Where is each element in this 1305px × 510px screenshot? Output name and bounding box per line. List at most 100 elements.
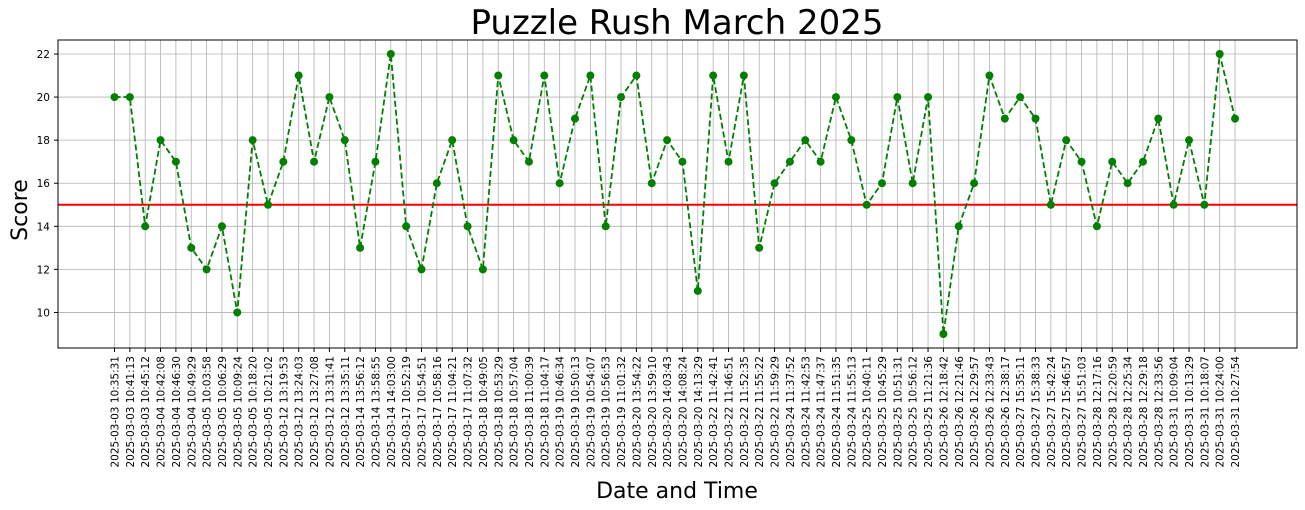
x-tick-label: 2025-03-18 11:04:17 [539, 356, 551, 468]
x-tick-label: 2025-03-18 11:00:39 [524, 356, 536, 468]
x-tick-label: 2025-03-22 11:55:22 [754, 356, 766, 468]
data-point [571, 114, 579, 123]
x-tick-label: 2025-03-04 10:49:29 [186, 356, 198, 468]
x-tick-label: 2025-03-05 10:09:24 [232, 356, 244, 468]
data-point [509, 136, 518, 145]
data-point [985, 71, 994, 80]
y-tick-label: 20 [37, 92, 50, 104]
x-axis-label: Date and Time [596, 479, 758, 504]
x-tick-label: 2025-03-17 10:54:51 [417, 356, 429, 468]
data-point [1138, 157, 1147, 166]
data-points [110, 50, 1240, 338]
data-point [1031, 114, 1040, 123]
data-point [678, 157, 687, 166]
x-tick-label: 2025-03-03 10:45:12 [140, 356, 152, 468]
x-tick-label: 2025-03-22 11:46:51 [724, 356, 736, 468]
data-point [1123, 179, 1132, 188]
grid [58, 40, 1297, 348]
x-tick-label: 2025-03-19 10:56:53 [601, 356, 613, 468]
data-point [340, 136, 349, 145]
x-tick-label: 2025-03-26 12:38:17 [1000, 356, 1012, 468]
series-line [114, 53, 1236, 335]
data-point [402, 222, 411, 231]
data-point [785, 157, 794, 166]
data-point [171, 157, 180, 166]
x-tick-label: 2025-03-31 10:18:07 [1199, 356, 1211, 468]
x-tick-label: 2025-03-20 13:59:10 [647, 356, 659, 468]
data-point [586, 71, 595, 80]
x-axis-ticks: 2025-03-03 10:35:31 2025-03-03 10:41:13 20… [110, 348, 1242, 468]
x-tick-label: 2025-03-19 10:50:13 [570, 356, 582, 468]
data-point [601, 222, 610, 231]
data-point [125, 93, 134, 102]
data-point [893, 93, 902, 102]
x-tick-label: 2025-03-24 11:47:37 [816, 356, 828, 468]
x-tick-label: 2025-03-05 10:03:58 [202, 356, 214, 468]
data-point [1000, 114, 1009, 123]
x-tick-label: 2025-03-20 14:08:24 [677, 356, 689, 468]
x-tick-label: 2025-03-25 11:21:36 [923, 356, 935, 468]
x-tick-label: 2025-03-24 11:42:53 [800, 356, 812, 468]
data-point [617, 93, 626, 102]
x-tick-label: 2025-03-04 10:42:08 [156, 356, 168, 468]
data-point [524, 157, 533, 166]
x-tick-label: 2025-03-31 10:27:54 [1230, 356, 1242, 468]
data-point [432, 179, 441, 188]
chart-title: Puzzle Rush March 2025 [470, 3, 883, 43]
data-point [1154, 114, 1163, 123]
y-tick-label: 10 [37, 307, 50, 319]
x-tick-label: 2025-03-19 11:01:32 [616, 356, 628, 468]
x-tick-label: 2025-03-12 13:31:41 [324, 356, 336, 468]
data-point [1016, 93, 1025, 102]
x-tick-label: 2025-03-26 12:18:42 [938, 356, 950, 468]
x-tick-label: 2025-03-18 10:57:04 [509, 356, 521, 468]
data-point [1215, 50, 1224, 58]
x-tick-label: 2025-03-26 12:21:46 [954, 356, 966, 468]
data-point [325, 93, 334, 102]
x-tick-label: 2025-03-17 10:52:19 [401, 356, 413, 468]
x-tick-label: 2025-03-05 10:18:20 [248, 356, 260, 468]
data-point [816, 157, 825, 166]
x-tick-label: 2025-03-18 10:53:29 [493, 356, 505, 468]
x-tick-label: 2025-03-31 10:09:04 [1169, 356, 1181, 468]
x-tick-label: 2025-03-24 11:55:13 [846, 356, 858, 468]
data-point [1062, 136, 1071, 145]
data-point [1231, 114, 1240, 123]
y-tick-label: 22 [37, 49, 50, 61]
x-tick-label: 2025-03-18 10:49:05 [478, 356, 490, 468]
x-tick-label: 2025-03-19 10:46:34 [555, 356, 567, 468]
data-point [110, 93, 119, 102]
data-point [1092, 222, 1101, 231]
data-point [924, 93, 933, 102]
data-point [417, 265, 426, 274]
x-tick-label: 2025-03-31 10:24:00 [1215, 356, 1227, 468]
x-tick-label: 2025-03-27 15:42:24 [1046, 356, 1058, 468]
data-point [1046, 200, 1055, 209]
x-tick-label: 2025-03-19 10:54:07 [585, 356, 597, 468]
x-tick-label: 2025-03-31 10:13:29 [1184, 356, 1196, 468]
x-tick-label: 2025-03-20 14:13:29 [693, 356, 705, 468]
data-point [233, 308, 242, 317]
y-tick-label: 18 [37, 135, 50, 147]
x-tick-label: 2025-03-25 10:40:11 [862, 356, 874, 468]
data-point [647, 179, 656, 188]
x-tick-label: 2025-03-05 10:06:29 [217, 356, 229, 468]
x-tick-label: 2025-03-27 15:35:11 [1015, 356, 1027, 468]
data-point [801, 136, 810, 145]
data-point [693, 286, 702, 295]
x-tick-label: 2025-03-12 13:24:03 [294, 356, 306, 468]
x-tick-label: 2025-03-17 11:07:32 [463, 356, 475, 468]
series-line-group [114, 53, 1236, 335]
data-point [770, 179, 779, 188]
x-tick-label: 2025-03-22 11:52:35 [739, 356, 751, 468]
data-point [294, 71, 303, 80]
data-point [1108, 157, 1117, 166]
x-tick-label: 2025-03-25 10:51:31 [892, 356, 904, 468]
data-point [862, 200, 871, 209]
y-tick-label: 14 [37, 221, 51, 233]
x-tick-label: 2025-03-04 10:46:30 [171, 356, 183, 468]
x-tick-label: 2025-03-22 11:42:41 [708, 356, 720, 468]
x-tick-label: 2025-03-28 12:20:59 [1107, 356, 1119, 468]
x-tick-label: 2025-03-03 10:41:13 [125, 356, 137, 468]
x-tick-label: 2025-03-26 12:29:57 [969, 356, 981, 468]
